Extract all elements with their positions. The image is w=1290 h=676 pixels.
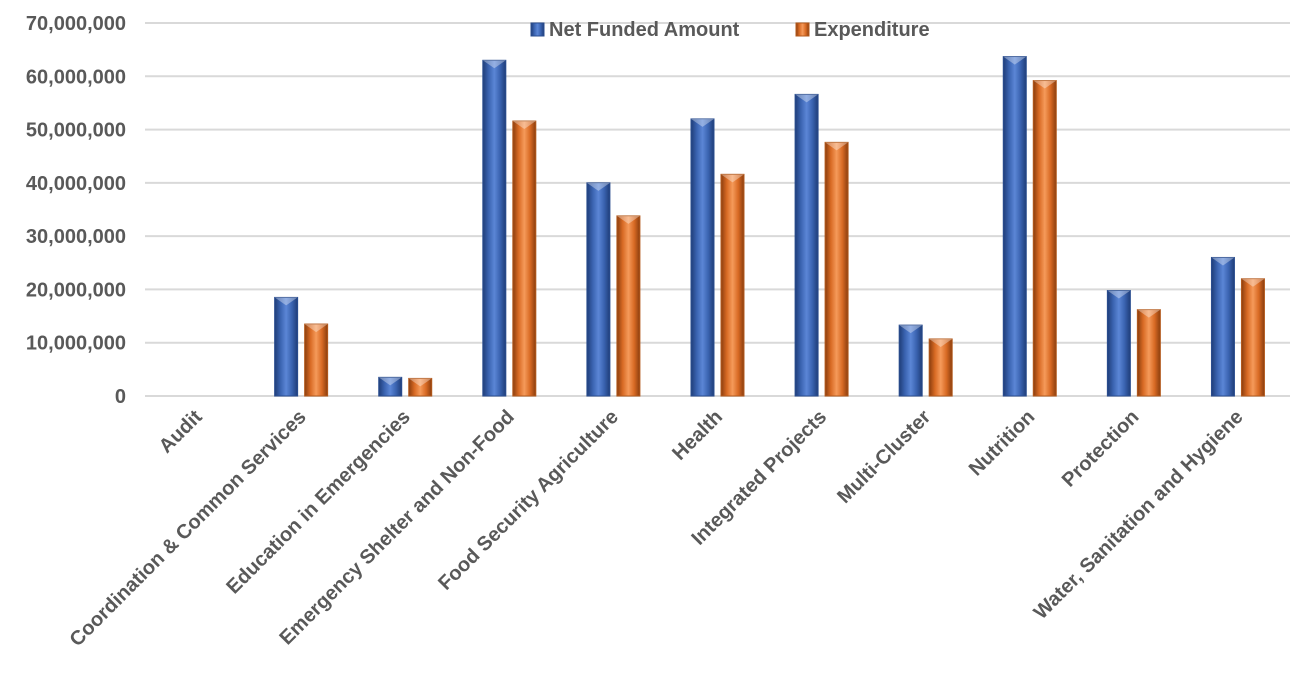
x-category-label: Coordination & Common Services [66, 406, 311, 651]
x-category-label: Protection [1058, 406, 1143, 491]
x-category-label: Food Security Agriculture [434, 406, 623, 595]
bar [691, 119, 714, 396]
y-tick-label: 20,000,000 [26, 279, 126, 301]
bar [617, 216, 640, 396]
bar [1033, 81, 1056, 396]
y-axis-ticks: 0 10,000,000 20,000,000 30,000,000 40,000,00… [26, 13, 126, 408]
y-tick-label: 0 [115, 386, 126, 408]
bar [1241, 279, 1264, 396]
x-category-label: Emergency Shelter and Non-Food [275, 406, 518, 649]
legend-label: Expenditure [814, 19, 930, 41]
bars [275, 57, 1265, 396]
x-category-label: Nutrition [965, 406, 1039, 480]
y-tick-label: 40,000,000 [26, 173, 126, 195]
y-tick-label: 60,000,000 [26, 66, 126, 88]
x-category-label: Health [668, 406, 727, 465]
bar [1137, 310, 1160, 396]
bar [305, 324, 328, 396]
y-tick-label: 50,000,000 [26, 120, 126, 142]
bar [275, 297, 298, 396]
legend-swatch [796, 23, 809, 36]
bar [899, 325, 922, 396]
y-tick-label: 70,000,000 [26, 13, 126, 35]
bar [1107, 290, 1130, 396]
bar [721, 174, 744, 396]
x-category-label: Education in Emergencies [222, 406, 414, 598]
bar [929, 339, 952, 396]
bar [795, 94, 818, 396]
bar [587, 183, 610, 396]
x-category-label: Multi-Cluster [833, 406, 935, 508]
bar [825, 142, 848, 396]
y-tick-label: 10,000,000 [26, 333, 126, 355]
legend-label: Net Funded Amount [549, 19, 740, 41]
y-tick-label: 30,000,000 [26, 226, 126, 248]
bar [1211, 257, 1234, 396]
legend: Net Funded Amount Expenditure [531, 19, 930, 41]
bar [483, 60, 506, 396]
bar [513, 121, 536, 396]
x-category-label: Water, Sanitation and Hygiene [1030, 406, 1248, 624]
legend-swatch [531, 23, 544, 36]
x-category-label: Audit [155, 406, 207, 458]
bar [1003, 57, 1026, 396]
